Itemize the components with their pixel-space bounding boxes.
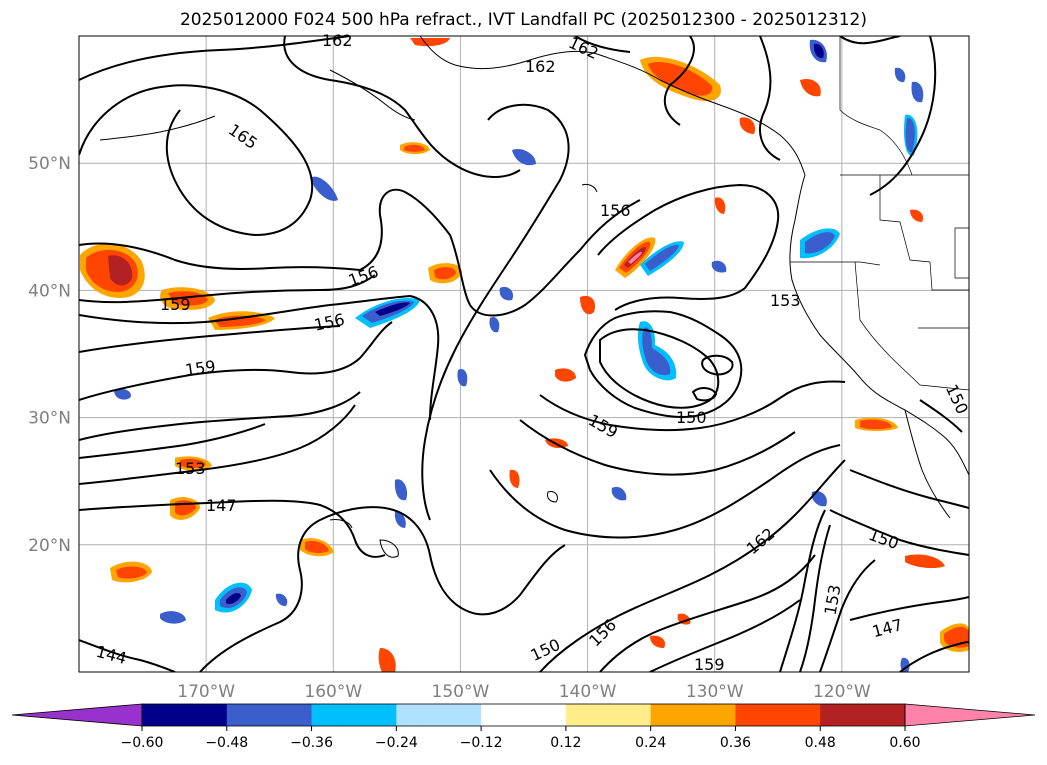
colorbar-bin xyxy=(565,704,652,726)
colorbar-extend-low xyxy=(11,703,143,727)
longitude-label: 120°W xyxy=(813,682,871,702)
positive-anomaly-alaska xyxy=(400,38,721,155)
latitude-label: 20°N xyxy=(28,536,71,556)
colorbar-outline xyxy=(141,703,906,727)
contour-label: 159 xyxy=(160,295,191,314)
contour-label: 156 xyxy=(600,201,631,220)
longitude-label: 130°W xyxy=(686,682,744,702)
latitude-label: 50°N xyxy=(28,154,71,174)
longitude-label: 170°W xyxy=(177,682,235,702)
colorbar-tick-label: −0.24 xyxy=(375,735,418,751)
map-title: 2025012000 F024 500 hPa refract., IVT La… xyxy=(179,10,867,30)
colorbar-bin xyxy=(650,704,736,726)
contour-label: 153 xyxy=(770,291,801,310)
negative-anomaly-misc xyxy=(114,39,924,672)
colorbar-tick-label: −0.12 xyxy=(460,735,503,751)
negative-anomaly-35N xyxy=(637,321,677,381)
colorbar-tick-label: −0.36 xyxy=(290,735,333,751)
negative-anomaly-42N xyxy=(640,241,684,276)
height-contours xyxy=(79,36,969,672)
positive-anomaly-42N-jet xyxy=(615,237,656,278)
contour-label: 153 xyxy=(175,459,206,478)
positive-anomaly-left-40N xyxy=(80,243,145,298)
colorbar-tick-label: −0.48 xyxy=(205,735,248,751)
positive-anomaly-42N-center xyxy=(428,263,462,284)
refractivity-shading xyxy=(80,38,969,672)
latitude-labels: 50°N 40°N 30°N 20°N xyxy=(28,154,71,556)
colorbar-tick-label: 0.12 xyxy=(550,735,581,751)
colorbar-bin xyxy=(820,704,906,726)
colorbar-bin xyxy=(311,704,397,726)
gridlines xyxy=(79,36,969,672)
colorbar-tick-label: 0.24 xyxy=(635,735,666,751)
colorbar-extend-high xyxy=(904,703,1036,727)
latitude-label: 30°N xyxy=(28,409,71,429)
longitude-label: 140°W xyxy=(559,682,617,702)
colorbar-tick-label: 0.60 xyxy=(889,735,920,751)
colorbar-bin xyxy=(481,704,567,726)
negative-anomaly-40N-jet xyxy=(355,298,420,328)
longitude-labels: 170°W 160°W 150°W 140°W 130°W 120°W xyxy=(177,682,871,702)
political-borders xyxy=(790,36,969,391)
colorbar-bin xyxy=(396,704,482,726)
map-frame xyxy=(78,35,970,673)
latitude-label: 40°N xyxy=(28,281,71,301)
colorbar-tick-label: 0.48 xyxy=(805,735,836,751)
contour-label: 162 xyxy=(322,31,353,50)
contour-label: 147 xyxy=(206,496,237,515)
colorbar: −0.60 −0.48 −0.36 −0.24 −0.12 0.12 0.24 0.36 0.4… xyxy=(11,703,1036,751)
colorbar-tick-label: −0.60 xyxy=(121,735,164,751)
colorbar-tick-label: 0.36 xyxy=(720,735,751,751)
contour-label: 159 xyxy=(694,655,725,674)
positive-anomaly-38N-band xyxy=(160,287,275,330)
longitude-label: 160°W xyxy=(304,682,362,702)
colorbar-bin xyxy=(735,704,821,726)
contour-label: 162 xyxy=(525,57,556,76)
contour-label: 159 xyxy=(184,357,217,380)
colorbar-bin xyxy=(226,704,313,726)
map-frame-bg xyxy=(79,36,969,672)
longitude-label: 150°W xyxy=(432,682,490,702)
colorbar-bin xyxy=(142,704,228,726)
contour-label: 150 xyxy=(676,408,707,427)
